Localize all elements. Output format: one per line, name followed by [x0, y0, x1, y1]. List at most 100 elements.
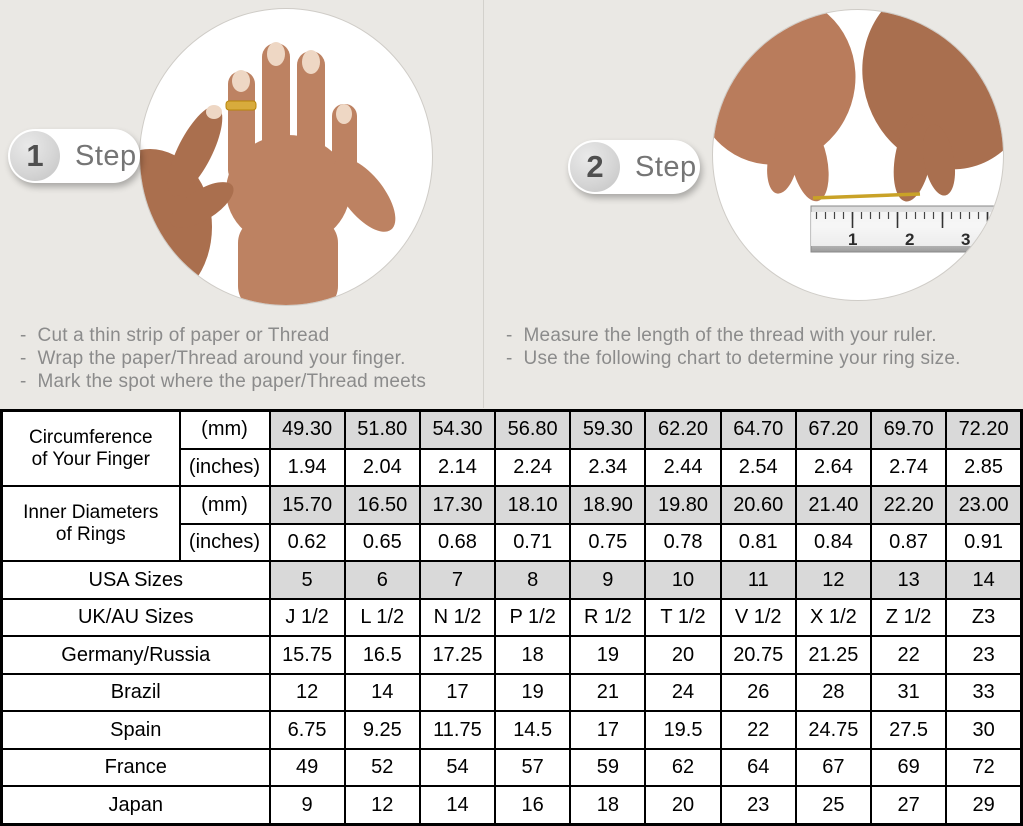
size-cell: 20: [644, 635, 722, 675]
size-cell: R 1/2: [569, 597, 647, 638]
size-cell: 69: [869, 747, 948, 788]
size-cell: 27.5: [869, 710, 948, 750]
size-cell: 0.75: [569, 522, 647, 563]
size-cell: 14: [343, 672, 421, 713]
size-cell: 18.90: [569, 485, 647, 525]
table-row: USA Sizes 5 6 7 8 9 10 11 12 13 14: [0, 560, 1023, 600]
size-cell: 18: [569, 785, 647, 826]
table-row: Japan 9 12 14 16 18 20 23 25 27 29: [0, 785, 1023, 826]
instruction-line: Mark the spot where the paper/Thread mee…: [20, 370, 490, 393]
size-cell: 59.30: [569, 409, 647, 450]
size-cell: 17.25: [418, 635, 497, 675]
step-1-photo: [139, 8, 433, 306]
size-cell: 22: [869, 635, 948, 675]
row-label: UK/AU Sizes: [0, 597, 271, 638]
size-cell: 2.54: [719, 447, 797, 488]
size-cell: 16.5: [343, 635, 421, 675]
size-cell: 49: [268, 747, 346, 788]
size-cell: 0.65: [343, 522, 421, 563]
size-chart-body: Circumference of Your Finger (mm) 49.30 51.8…: [0, 409, 1023, 826]
size-cell: 8: [494, 560, 572, 600]
unit-label: (inches): [178, 522, 271, 563]
table-row: Germany/Russia 15.75 16.5 17.25 18 19 20 20.75 2…: [0, 635, 1023, 675]
size-cell: J 1/2: [268, 597, 346, 638]
size-cell: 2.24: [494, 447, 572, 488]
panel-divider: [483, 0, 484, 408]
size-cell: P 1/2: [494, 597, 572, 638]
size-cell: 67.20: [794, 409, 873, 450]
size-cell: 19: [494, 672, 572, 713]
size-cell: 21.25: [794, 635, 873, 675]
size-cell: 14: [418, 785, 497, 826]
size-cell: 54: [418, 747, 497, 788]
row-label: Spain: [0, 710, 271, 750]
size-cell: 9: [268, 785, 346, 826]
size-cell: 13: [869, 560, 948, 600]
svg-text:2: 2: [905, 230, 914, 249]
size-cell: 31: [869, 672, 948, 713]
size-cell: N 1/2: [418, 597, 497, 638]
size-cell: 64: [719, 747, 797, 788]
size-cell: 30: [945, 710, 1023, 750]
instruction-line: Wrap the paper/Thread around your finger…: [20, 347, 490, 370]
size-cell: 24: [644, 672, 722, 713]
instruction-line: Use the following chart to determine you…: [506, 347, 1021, 370]
size-cell: 29: [945, 785, 1023, 826]
row-label: Brazil: [0, 672, 271, 713]
size-cell: 5: [268, 560, 346, 600]
size-cell: 0.91: [945, 522, 1023, 563]
size-cell: 0.87: [869, 522, 948, 563]
row-label: France: [0, 747, 271, 788]
size-cell: 72.20: [945, 409, 1023, 450]
size-cell: 2.74: [869, 447, 948, 488]
row-label: Circumference of Your Finger: [0, 409, 181, 488]
row-label: USA Sizes: [0, 560, 271, 600]
size-cell: 20: [644, 785, 722, 826]
size-cell: 9.25: [343, 710, 421, 750]
size-cell: V 1/2: [719, 597, 797, 638]
size-cell: 10: [644, 560, 722, 600]
table-row: Inner Diameters of Rings (mm) 15.70 16.50 17.…: [0, 485, 1023, 563]
size-cell: 20.75: [719, 635, 797, 675]
size-cell: X 1/2: [794, 597, 873, 638]
size-cell: Z3: [945, 597, 1023, 638]
ruler-icon: 1 2 3: [810, 205, 1003, 253]
size-cell: 57: [494, 747, 572, 788]
size-cell: 2.14: [418, 447, 497, 488]
size-cell: 11: [719, 560, 797, 600]
unit-label: (mm): [178, 485, 271, 525]
size-cell: 72: [945, 747, 1023, 788]
size-cell: 2.34: [569, 447, 647, 488]
row-label: Inner Diameters of Rings: [0, 485, 181, 563]
size-cell: 19.5: [644, 710, 722, 750]
table-row: France 49 52 54 57 59 62 64 67 69 72: [0, 747, 1023, 788]
size-cell: 6.75: [268, 710, 346, 750]
ring-icon: [225, 100, 257, 111]
size-cell: 22.20: [869, 485, 948, 525]
size-cell: 6: [343, 560, 421, 600]
step-2-instructions: Measure the length of the thread with yo…: [506, 324, 1021, 370]
size-cell: 12: [343, 785, 421, 826]
size-cell: 9: [569, 560, 647, 600]
size-cell: 67: [794, 747, 873, 788]
size-cell: 62: [644, 747, 722, 788]
size-cell: 69.70: [869, 409, 948, 450]
size-cell: 17: [418, 672, 497, 713]
svg-text:3: 3: [961, 230, 970, 249]
size-cell: 23: [719, 785, 797, 826]
step-2-photo: 1 2 3: [712, 9, 1004, 301]
size-cell: 2.04: [343, 447, 421, 488]
size-cell: 26: [719, 672, 797, 713]
size-cell: 33: [945, 672, 1023, 713]
table-row: UK/AU Sizes J 1/2 L 1/2 N 1/2 P 1/2 R 1/2 T 1/…: [0, 597, 1023, 638]
size-cell: 17.30: [418, 485, 497, 525]
row-label: Germany/Russia: [0, 635, 271, 675]
size-cell: 51.80: [343, 409, 421, 450]
thread-icon: [812, 192, 921, 200]
step-2-label: Step: [635, 150, 697, 183]
size-cell: 0.81: [719, 522, 797, 563]
size-cell: 2.64: [794, 447, 873, 488]
size-cell: 23.00: [945, 485, 1023, 525]
size-cell: 22: [719, 710, 797, 750]
size-cell: 24.75: [794, 710, 873, 750]
